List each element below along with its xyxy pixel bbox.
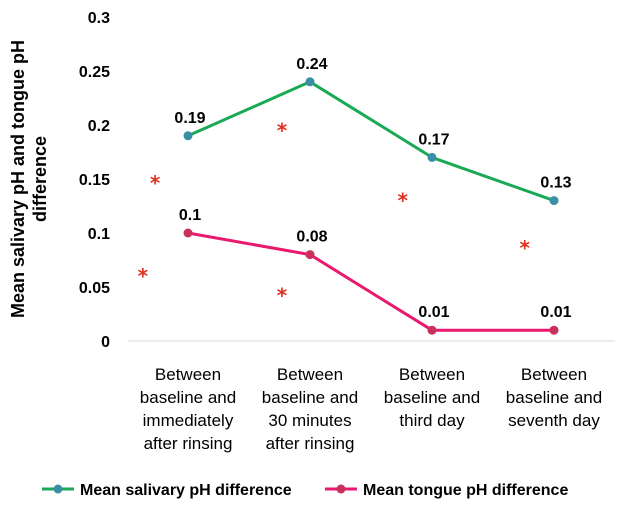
- y-tick-label-2: 0.1: [88, 226, 110, 243]
- series-0: 0.19 0.24 0.17 0.13: [174, 56, 572, 206]
- x-category-label-2-line-1: baseline and: [384, 388, 480, 407]
- series-0-point-2: [427, 152, 437, 162]
- x-category-label-2-line-0: Between: [399, 365, 465, 384]
- series-0-point-0: [183, 131, 193, 141]
- series-0-data-label-2: 0.17: [418, 131, 449, 148]
- x-axis: Between baseline and immediately after rins…: [128, 340, 615, 453]
- series-1-data-label-3: 0.01: [540, 304, 571, 321]
- significance-marker-5: *: [519, 236, 530, 260]
- series-group: 0.19 0.24 0.17 0.13 0.1 0.08 0.01 0.01: [174, 56, 572, 335]
- significance-marker-0: *: [150, 171, 161, 195]
- significance-marker-3: *: [277, 284, 288, 308]
- series-1-line: [187, 231, 554, 332]
- y-tick-label-3: 0.15: [79, 172, 110, 189]
- y-tick-label-4: 0.2: [88, 118, 110, 135]
- y-axis-title-line-0: Mean salivary pH and tongue pH: [8, 40, 28, 318]
- x-category-label-0-line-0: Between: [155, 365, 221, 384]
- series-1-data-label-0: 0.1: [179, 207, 201, 224]
- y-tick-label-6: 0.3: [88, 10, 110, 27]
- x-category-label-3-line-1: baseline and: [506, 388, 602, 407]
- x-category-label-3-line-0: Between: [521, 365, 587, 384]
- legend-swatch-marker-0: [53, 484, 63, 494]
- y-axis-title-line-1: difference: [30, 136, 50, 222]
- x-category-label-2-line-2: third day: [399, 411, 465, 430]
- series-1-point-3: [549, 325, 559, 335]
- series-0-data-label-0: 0.19: [174, 110, 205, 127]
- significance-marker-2: *: [277, 118, 288, 142]
- y-axis-title: Mean salivary pH and tongue pH difference: [8, 40, 50, 318]
- x-category-label-1-line-1: baseline and: [262, 388, 358, 407]
- x-category-label-2: Between baseline and third day: [384, 365, 480, 430]
- x-category-label-0: Between baseline and immediately after rins…: [140, 365, 236, 453]
- y-tick-label-0: 0: [101, 334, 110, 351]
- x-category-label-0-line-3: after rinsing: [144, 434, 233, 453]
- y-tick-label-1: 0.05: [79, 280, 110, 297]
- y-tick-label-5: 0.25: [79, 64, 110, 81]
- legend-label-0: Mean salivary pH difference: [80, 482, 292, 499]
- series-0-data-label-3: 0.13: [540, 175, 571, 192]
- significance-marker-1: *: [138, 264, 149, 288]
- series-1-point-0: [183, 228, 193, 238]
- x-category-label-0-line-2: immediately: [143, 411, 234, 430]
- y-axis: 0 0.05 0.1 0.15 0.2 0.25 0.3: [79, 10, 110, 351]
- x-category-label-1: Between baseline and 30 minutes after rinsi…: [262, 365, 358, 453]
- series-0-data-label-1: 0.24: [296, 56, 327, 73]
- series-1: 0.1 0.08 0.01 0.01: [179, 207, 572, 335]
- series-1-point-2: [427, 325, 437, 335]
- series-0-line: [187, 80, 555, 203]
- x-category-label-3: Between baseline and seventh day: [506, 365, 602, 430]
- x-category-label-0-line-1: baseline and: [140, 388, 236, 407]
- x-category-label-1-line-0: Between: [277, 365, 343, 384]
- legend: Mean salivary pH difference Mean tongue p…: [42, 482, 568, 499]
- legend-item-1: Mean tongue pH difference: [325, 482, 568, 499]
- series-0-point-1: [305, 77, 315, 87]
- x-category-label-3-line-2: seventh day: [508, 411, 600, 430]
- significance-marker-4: *: [397, 189, 408, 213]
- x-category-label-1-line-2: 30 minutes: [268, 411, 351, 430]
- series-1-data-label-1: 0.08: [296, 229, 327, 246]
- legend-label-1: Mean tongue pH difference: [363, 482, 568, 499]
- legend-swatch-marker-1: [336, 484, 346, 494]
- legend-item-0: Mean salivary pH difference: [42, 482, 292, 499]
- y-axis-title-text: Mean salivary pH and tongue pH difference: [8, 40, 50, 318]
- significance-markers: * * * * * *: [138, 118, 531, 307]
- series-1-point-1: [305, 250, 315, 260]
- series-0-point-3: [549, 196, 559, 206]
- x-category-label-1-line-3: after rinsing: [266, 434, 355, 453]
- series-1-data-label-2: 0.01: [418, 304, 449, 321]
